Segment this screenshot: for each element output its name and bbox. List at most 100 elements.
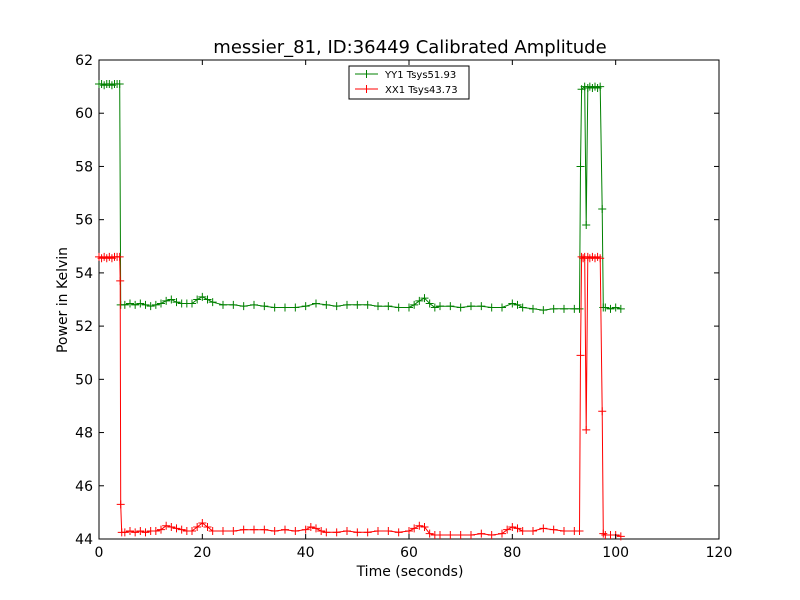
data-point xyxy=(456,531,465,540)
y-tick-label: 60 xyxy=(75,106,93,122)
data-point xyxy=(436,531,444,540)
data-point xyxy=(598,407,607,416)
y-axis-label: Power in Kelvin xyxy=(55,247,71,353)
data-point xyxy=(332,528,341,537)
data-point xyxy=(151,300,160,309)
data-point xyxy=(539,524,548,533)
data-point xyxy=(384,527,393,536)
data-point xyxy=(312,299,320,308)
data-point xyxy=(363,528,372,537)
data-point xyxy=(322,528,331,537)
data-point xyxy=(415,521,424,530)
legend-label: XX1 Tsys43.73 xyxy=(385,85,458,96)
data-point xyxy=(115,79,124,88)
data-point xyxy=(508,523,517,532)
series-layer xyxy=(95,79,625,541)
data-point xyxy=(188,299,196,308)
data-point xyxy=(446,531,455,540)
series-2 xyxy=(95,252,625,541)
x-tick-label: 40 xyxy=(297,545,315,561)
legend-swatch-marker xyxy=(362,85,371,93)
data-point xyxy=(291,303,300,312)
data-point xyxy=(120,528,129,537)
data-point xyxy=(503,525,512,534)
data-point xyxy=(116,500,125,509)
y-tick-label: 48 xyxy=(75,426,93,442)
data-point xyxy=(203,295,212,304)
data-point xyxy=(518,527,527,536)
data-point xyxy=(420,294,429,303)
data-point xyxy=(208,298,217,307)
data-point xyxy=(415,296,424,305)
y-tick-label: 46 xyxy=(75,479,93,495)
data-point xyxy=(582,425,591,434)
data-point xyxy=(260,525,269,534)
data-point xyxy=(343,527,351,536)
data-point xyxy=(208,527,217,536)
data-point xyxy=(436,302,444,311)
data-point xyxy=(394,303,403,312)
data-point xyxy=(363,300,372,309)
data-point xyxy=(141,300,150,309)
data-point xyxy=(131,528,140,537)
data-point xyxy=(301,302,310,311)
data-point xyxy=(606,304,615,313)
data-point xyxy=(575,304,584,313)
data-point xyxy=(405,303,413,312)
data-point xyxy=(239,525,248,534)
data-point xyxy=(260,302,269,311)
data-point xyxy=(126,299,134,308)
data-point xyxy=(498,303,506,312)
data-point xyxy=(549,525,558,534)
x-tick-label: 20 xyxy=(193,545,211,561)
legend: YY1 Tsys51.93 XX1 Tsys43.73 xyxy=(348,65,470,100)
data-point xyxy=(270,527,279,536)
x-tick-label: 60 xyxy=(400,545,418,561)
data-point xyxy=(229,527,238,536)
data-point xyxy=(322,300,331,309)
data-point xyxy=(188,527,196,536)
data-point xyxy=(487,303,496,312)
data-point xyxy=(219,527,227,536)
data-point xyxy=(467,302,475,311)
data-point xyxy=(384,302,393,311)
data-point xyxy=(477,529,486,538)
data-point xyxy=(498,529,506,538)
data-point xyxy=(394,528,403,537)
legend-label: YY1 Tsys51.93 xyxy=(384,70,456,81)
data-point xyxy=(281,525,289,534)
data-point xyxy=(353,300,362,309)
data-point xyxy=(575,527,584,536)
data-point xyxy=(250,525,258,534)
data-point xyxy=(598,205,607,214)
legend-box xyxy=(348,65,470,100)
data-point xyxy=(141,528,150,537)
data-point xyxy=(410,300,419,309)
data-point xyxy=(560,304,568,313)
data-point xyxy=(508,299,517,308)
y-tick-label: 50 xyxy=(75,372,93,388)
data-point xyxy=(312,524,320,533)
data-point xyxy=(157,299,165,308)
y-tick-label: 56 xyxy=(75,213,93,229)
data-point xyxy=(596,82,605,91)
data-point xyxy=(616,532,625,541)
data-point xyxy=(219,300,227,309)
x-tick-label: 120 xyxy=(706,545,733,561)
data-point xyxy=(116,276,125,285)
data-point xyxy=(250,300,258,309)
data-point xyxy=(405,527,413,536)
ticks-layer: 0 20 40 60 80 100 120 44 46 48 50 52 54 56 58 60 62 xyxy=(75,53,732,561)
data-point xyxy=(301,525,310,534)
legend-item: XX1 Tsys43.73 xyxy=(355,85,458,96)
data-point xyxy=(576,351,585,360)
data-point xyxy=(270,303,279,312)
data-point xyxy=(353,528,362,537)
data-point xyxy=(167,295,176,304)
data-point xyxy=(239,302,248,311)
data-point xyxy=(596,254,605,263)
data-point xyxy=(579,254,588,263)
data-point xyxy=(126,527,134,536)
data-point xyxy=(582,220,591,229)
